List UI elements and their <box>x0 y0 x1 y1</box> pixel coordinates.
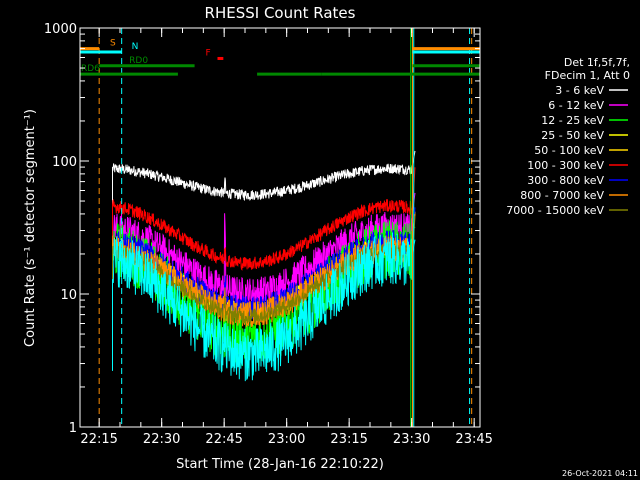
legend-label-0: 3 - 6 keV <box>555 84 604 97</box>
flag-label-rd0: RD0 <box>129 56 148 66</box>
flag-label-f: F <box>206 48 211 58</box>
axes: 1 10 100 1000 22:15 22:30 22:45 23:00 23:15 23:30… <box>44 22 493 447</box>
series-line-0 <box>112 150 416 220</box>
legend-label-6: 300 - 800 keV <box>527 174 604 187</box>
x-tick-label-2: 22:45 <box>205 432 242 447</box>
y-tick-label-2: 100 <box>52 155 77 170</box>
plot-clip-group: S N F RD0 RD6 <box>80 28 480 427</box>
x-tick-label-3: 23:00 <box>268 432 305 447</box>
timestamp: 26-Oct-2021 04:11 <box>562 469 638 478</box>
x-tick-label-4: 23:15 <box>330 432 367 447</box>
series-line-1 <box>112 192 416 325</box>
flag-label-rd6: RD6 <box>81 64 100 74</box>
x-tick-label-1: 22:30 <box>143 432 180 447</box>
chart-title: RHESSI Count Rates <box>205 4 356 22</box>
legend-label-8: 7000 - 15000 keV <box>506 204 604 217</box>
y-axis-label: Count Rate (s⁻¹ detector segment⁻¹) <box>23 109 38 347</box>
legend-header-line-1: FDecim 1, Att 0 <box>545 69 630 82</box>
plot-frame <box>79 27 481 428</box>
x-tick-label-6: 23:45 <box>455 432 492 447</box>
legend-header-line-0: Det 1f,5f,7f, <box>564 56 630 69</box>
legend: Det 1f,5f,7f,FDecim 1, Att 0 3 - 6 keV 6 -… <box>506 56 630 217</box>
y-tick-label-3: 1000 <box>44 22 77 37</box>
x-tick-label-5: 23:30 <box>393 432 430 447</box>
x-axis-label: Start Time (28-Jan-16 22:10:22) <box>176 457 384 472</box>
x-tick-label-0: 22:15 <box>80 432 117 447</box>
flag-label-s: S <box>110 39 116 49</box>
series-line-5 <box>112 167 416 299</box>
legend-label-1: 6 - 12 keV <box>548 99 604 112</box>
legend-label-4: 50 - 100 keV <box>534 144 604 157</box>
legend-label-5: 100 - 300 keV <box>527 159 604 172</box>
flag-label-n: N <box>132 42 139 52</box>
y-tick-label-0: 1 <box>69 421 77 436</box>
legend-label-3: 25 - 50 keV <box>541 129 604 142</box>
legend-label-7: 800 - 7000 keV <box>520 189 604 202</box>
series-line-9 <box>112 232 416 382</box>
plot-content: S N F RD0 RD6 <box>80 28 480 427</box>
legend-label-2: 12 - 25 keV <box>541 114 604 127</box>
y-tick-label-1: 10 <box>60 288 77 303</box>
